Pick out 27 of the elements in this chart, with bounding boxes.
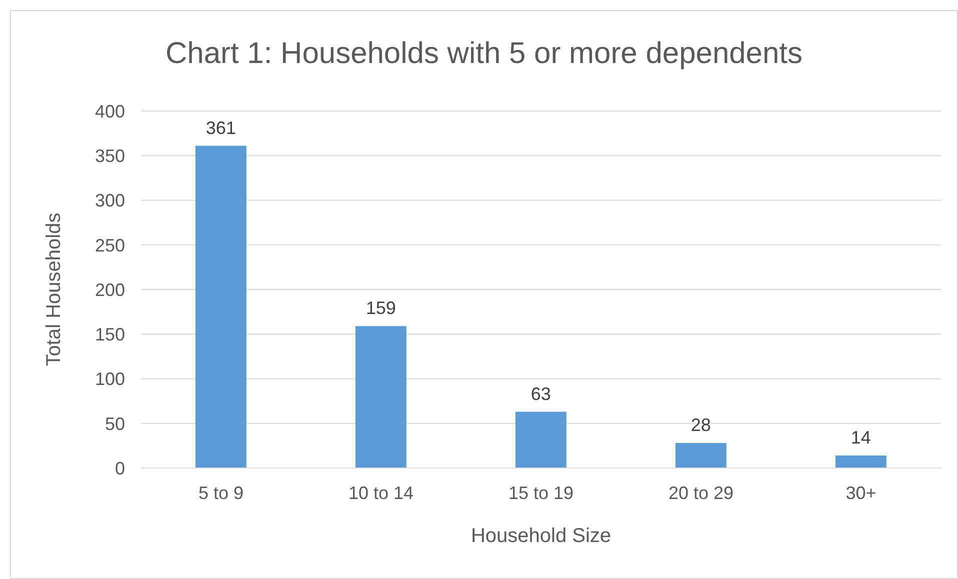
x-tick-label: 10 to 14: [348, 482, 414, 503]
y-tick-label: 300: [94, 190, 125, 211]
y-tick-label: 100: [94, 369, 125, 390]
y-tick-label: 150: [94, 324, 125, 345]
chart-title: Chart 1: Households with 5 or more dependents: [164, 37, 804, 71]
y-tick-label: 350: [94, 146, 125, 166]
bar: [515, 412, 566, 468]
data-label: 28: [690, 415, 711, 436]
data-label: 159: [366, 298, 396, 318]
x-axis-title: Household Size: [470, 525, 612, 547]
bar: [675, 443, 726, 468]
x-tick-label: 5 to 9: [198, 482, 244, 503]
data-label: 14: [850, 428, 871, 448]
y-axis-title: Total Households: [43, 212, 66, 366]
data-label: 63: [530, 384, 551, 404]
y-tick-label: 0: [114, 458, 125, 478]
bar: [835, 456, 886, 468]
y-tick-label: 400: [94, 101, 125, 122]
bar: [195, 146, 246, 468]
x-tick-label: 20 to 29: [668, 482, 734, 503]
x-tick-label: 15 to 19: [508, 482, 574, 503]
y-tick-label: 250: [94, 235, 125, 256]
x-tick-label: 30+: [846, 482, 876, 503]
data-label: 361: [206, 118, 236, 138]
y-tick-label: 50: [104, 414, 125, 434]
y-tick-label: 200: [94, 280, 125, 300]
bar: [355, 326, 406, 468]
